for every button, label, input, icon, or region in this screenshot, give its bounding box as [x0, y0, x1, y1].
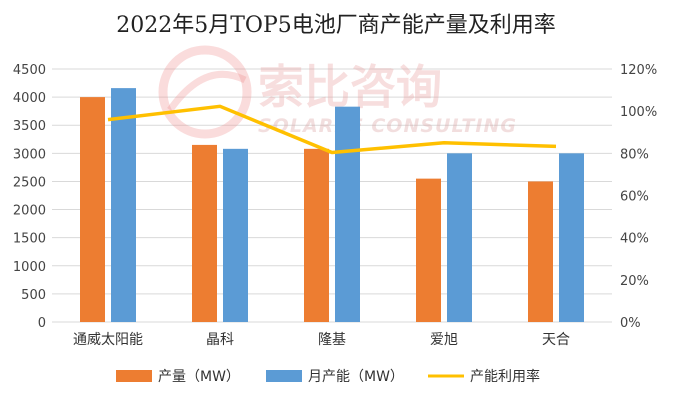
bar-output [528, 181, 553, 322]
category-labels: 通威太阳能 晶科 隆基 爱旭 天合 [73, 331, 570, 348]
y-left-tick-label: 1000 [13, 260, 46, 275]
gridlines [52, 68, 612, 323]
y-right-tick-label: 40% [620, 232, 649, 247]
legend-swatch-output [116, 370, 152, 382]
bar-output [304, 148, 329, 322]
y-right-tick-label: 0% [620, 316, 641, 331]
bar-output [192, 144, 217, 322]
legend: 产量（MW） 月产能（MW） 产能利用率 [116, 368, 540, 385]
utilization-line-path [107, 104, 557, 155]
chart-title: 2022年5月TOP5电池厂商产能产量及利用率 [116, 13, 556, 38]
y-right-tick-label: 80% [620, 147, 649, 162]
legend-label: 产量（MW） [158, 369, 240, 385]
watermark-en: SOLARBE CONSULTING [258, 115, 517, 137]
y-left-tick-label: 500 [21, 288, 46, 303]
right-axis-ticks: 0% 20% 40% 60% 80% 100% 120% [620, 63, 657, 331]
x-category-label: 隆基 [318, 331, 346, 348]
y-right-tick-label: 100% [620, 105, 657, 120]
bar-capacity [335, 106, 360, 323]
legend-label: 月产能（MW） [308, 369, 404, 385]
bars [80, 88, 584, 323]
y-left-tick-label: 2500 [13, 175, 46, 190]
left-axis-ticks: 0 500 1000 1500 2000 2500 3000 3500 4000 4500 [13, 63, 46, 331]
y-left-tick-label: 0 [38, 316, 46, 331]
bar-capacity [559, 153, 584, 322]
x-category-label: 晶科 [206, 332, 234, 348]
watermark-logo [158, 45, 252, 139]
y-right-tick-label: 120% [620, 63, 657, 78]
watermark-logo-swoosh [167, 70, 247, 113]
x-category-label: 天合 [542, 332, 570, 348]
utilization-line [107, 104, 557, 155]
y-left-tick-label: 2000 [13, 204, 46, 219]
x-category-label: 爱旭 [430, 332, 458, 348]
bar-output [416, 178, 441, 322]
legend-label: 产能利用率 [470, 368, 540, 385]
y-left-tick-label: 4500 [13, 63, 46, 78]
watermark: 索比咨询 SOLARBE CONSULTING [158, 45, 517, 139]
y-right-tick-label: 20% [620, 274, 649, 289]
x-category-label: 通威太阳能 [73, 332, 143, 348]
bar-output [80, 97, 105, 322]
bar-capacity [447, 153, 472, 322]
bar-capacity [111, 88, 136, 322]
y-right-tick-label: 60% [620, 190, 649, 205]
y-left-tick-label: 1500 [13, 232, 46, 247]
y-left-tick-label: 3500 [13, 119, 46, 134]
legend-swatch-capacity [266, 370, 302, 382]
bar-capacity [223, 148, 248, 322]
y-left-tick-label: 3000 [13, 147, 46, 162]
watermark-cn: 索比咨询 [258, 60, 442, 114]
y-left-tick-label: 4000 [13, 91, 46, 106]
